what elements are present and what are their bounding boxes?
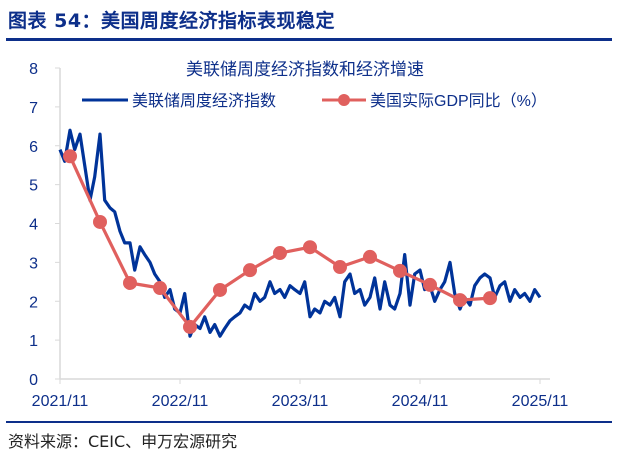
figure-title: 图表 54：美国周度经济指标表现稳定 [8, 10, 336, 32]
data-point-gdp-yoy [183, 319, 197, 334]
data-point-gdp-yoy [63, 149, 77, 164]
y-tick-label: 3 [29, 255, 38, 272]
series-line-weekly-economic-index [58, 128, 542, 338]
y-tick-label: 8 [29, 61, 38, 78]
series-line-gdp-yoy [68, 155, 491, 330]
legend-label-gdp: 美国实际GDP同比（%） [370, 92, 547, 110]
data-point-gdp-yoy [273, 246, 287, 261]
data-point-gdp-yoy [213, 282, 227, 297]
data-point-gdp-yoy [423, 277, 437, 292]
y-tick-label: 1 [29, 333, 38, 350]
x-tick-label: 2025/11 [512, 393, 569, 410]
data-point-gdp-yoy [483, 291, 497, 306]
x-tick-label: 2021/11 [32, 393, 89, 410]
data-point-gdp-yoy [363, 249, 377, 264]
data-point-gdp-yoy [123, 275, 137, 290]
chart-title: 美联储周度经济指数和经济增速 [186, 60, 424, 79]
y-tick-label: 2 [29, 294, 38, 311]
source-note: 资料来源：CEIC、申万宏源研究 [8, 432, 238, 451]
legend: 美联储周度经济指数 美国实际GDP同比（%） [82, 92, 547, 110]
y-tick-label: 7 [29, 100, 38, 117]
data-point-gdp-yoy [453, 293, 467, 308]
x-tick-label: 2024/11 [392, 393, 449, 410]
x-tick-label: 2023/11 [272, 393, 329, 410]
data-point-gdp-yoy [333, 260, 347, 275]
header-rule [6, 38, 612, 41]
y-tick-label: 4 [29, 217, 38, 234]
x-tick-label: 2022/11 [152, 393, 209, 410]
data-point-gdp-yoy [303, 240, 317, 255]
y-tick-label: 5 [29, 178, 38, 195]
data-point-gdp-yoy [153, 281, 167, 296]
legend-label-weekly-index: 美联储周度经济指数 [132, 92, 276, 110]
legend-marker-gdp [338, 94, 350, 106]
data-point-gdp-yoy [93, 214, 107, 229]
footer-rule [6, 421, 612, 423]
data-point-gdp-yoy [243, 263, 257, 278]
y-tick-label: 6 [29, 139, 38, 156]
data-point-gdp-yoy [393, 263, 407, 278]
y-tick-label: 0 [29, 372, 38, 389]
